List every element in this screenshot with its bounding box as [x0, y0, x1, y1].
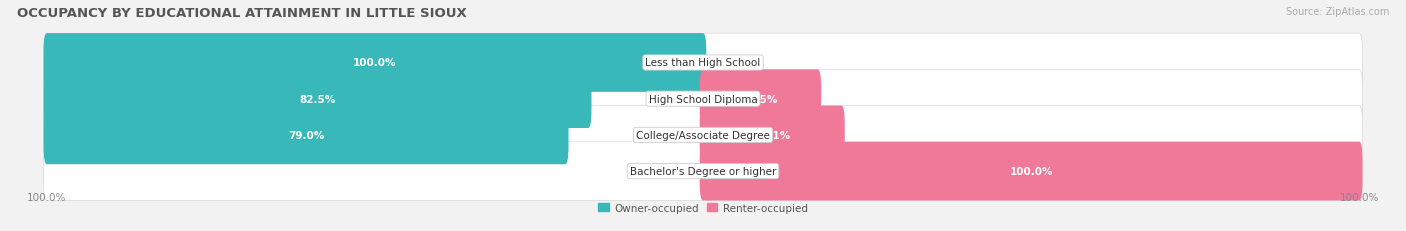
FancyBboxPatch shape: [44, 34, 1362, 92]
FancyBboxPatch shape: [44, 106, 568, 164]
FancyBboxPatch shape: [700, 106, 845, 164]
FancyBboxPatch shape: [44, 142, 1362, 201]
FancyBboxPatch shape: [44, 70, 1362, 128]
FancyBboxPatch shape: [44, 70, 592, 128]
Text: 17.5%: 17.5%: [742, 94, 779, 104]
Text: Less than High School: Less than High School: [645, 58, 761, 68]
Text: 100.0%: 100.0%: [1010, 166, 1053, 176]
Text: Bachelor's Degree or higher: Bachelor's Degree or higher: [630, 166, 776, 176]
Text: 82.5%: 82.5%: [299, 94, 336, 104]
FancyBboxPatch shape: [700, 70, 821, 128]
Text: Source: ZipAtlas.com: Source: ZipAtlas.com: [1285, 7, 1389, 17]
Text: 100.0%: 100.0%: [27, 192, 66, 202]
Text: 0.0%: 0.0%: [657, 166, 683, 176]
Text: 0.0%: 0.0%: [723, 58, 749, 68]
Text: 79.0%: 79.0%: [288, 130, 325, 140]
Text: College/Associate Degree: College/Associate Degree: [636, 130, 770, 140]
Text: OCCUPANCY BY EDUCATIONAL ATTAINMENT IN LITTLE SIOUX: OCCUPANCY BY EDUCATIONAL ATTAINMENT IN L…: [17, 7, 467, 20]
Legend: Owner-occupied, Renter-occupied: Owner-occupied, Renter-occupied: [595, 198, 811, 217]
Text: High School Diploma: High School Diploma: [648, 94, 758, 104]
Text: 100.0%: 100.0%: [1340, 192, 1379, 202]
FancyBboxPatch shape: [44, 106, 1362, 164]
Text: 100.0%: 100.0%: [353, 58, 396, 68]
Text: 21.1%: 21.1%: [754, 130, 790, 140]
FancyBboxPatch shape: [44, 34, 706, 92]
FancyBboxPatch shape: [700, 142, 1362, 201]
